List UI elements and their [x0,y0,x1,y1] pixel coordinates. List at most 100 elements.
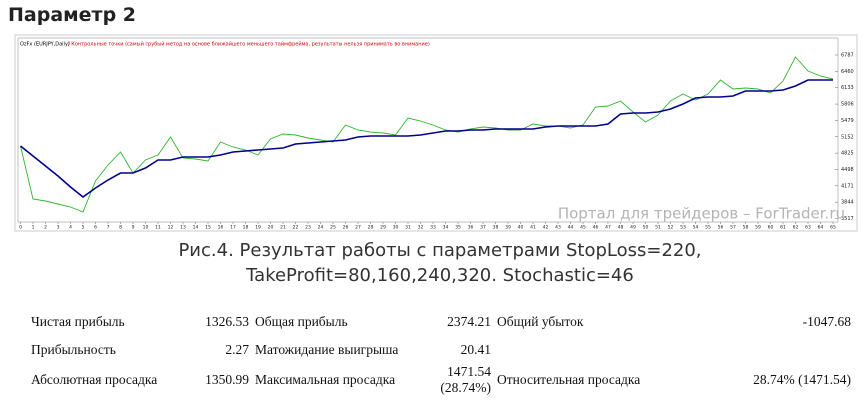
x-tick-label: 56 [718,225,724,231]
x-tick-label: 10 [143,225,149,231]
chart-subtitle: / Контрольные точки (самый грубый метод … [68,41,430,48]
stat-label: Общая прибыль [255,314,348,329]
stat-value: 2374.21 [447,314,491,329]
stat-label: Чистая прибыль [31,314,125,329]
x-tick-label: 5 [82,225,85,231]
x-tick-label: 63 [805,225,811,231]
x-tick-label: 35 [455,225,461,231]
table-row: Прибыльность 2.27 Матожидание выигрыша 20.4… [28,336,854,364]
x-tick-label: 30 [393,225,399,231]
x-tick-label: 43 [555,225,561,231]
x-tick-label: 49 [630,225,636,231]
stat-label: Прибыльность [31,342,116,357]
stat-value: 20.41 [460,342,491,357]
x-tick-label: 48 [618,225,624,231]
y-tick-label: 6460 [841,69,854,75]
x-tick-label: 21 [280,225,286,231]
x-tick-label: 53 [680,225,686,231]
x-tick-label: 15 [205,225,211,231]
x-tick-label: 0 [19,225,22,231]
stat-value: 28.74% (1471.54) [753,372,851,387]
x-tick-label: 24 [318,225,324,231]
stat-label: Относительная просадка [497,372,641,387]
x-tick-label: 1 [32,225,35,231]
x-tick-label: 65 [830,225,836,231]
x-tick-label: 60 [768,225,774,231]
figure-caption: Рис.4. Результат работы с параметрами St… [178,240,702,286]
x-tick-label: 58 [743,225,749,231]
x-tick-label: 12 [168,225,174,231]
x-tick-label: 8 [119,225,122,231]
x-tick-label: 50 [643,225,649,231]
x-tick-label: 9 [132,225,135,231]
series-line [20,79,833,199]
x-tick-label: 33 [430,225,436,231]
x-tick-label: 6 [94,225,97,231]
x-tick-label: 26 [343,225,349,231]
x-tick-label: 51 [655,225,661,231]
series-line [20,56,834,213]
x-tick-label: 7 [107,225,110,231]
x-tick-label: 55 [705,225,711,231]
x-tick-label: 59 [755,225,761,231]
y-tick-label: 4825 [841,151,854,157]
y-tick-label: 4171 [841,183,854,189]
stat-value: 1471.54 (28.74%) [440,364,491,395]
x-tick-label: 61 [780,225,786,231]
page-title: Параметр 2 [8,4,137,26]
x-tick-label: 52 [668,225,674,231]
x-tick-label: 19 [255,225,261,231]
x-tick-label: 29 [380,225,386,231]
x-tick-label: 13 [180,225,186,231]
x-tick-label: 45 [580,225,586,231]
y-tick-label: 3517 [841,216,854,222]
x-tick-label: 14 [193,225,199,231]
x-tick-label: 44 [568,225,574,231]
x-tick-label: 23 [305,225,311,231]
x-tick-label: 64 [818,225,824,231]
stat-label: Максимальная просадка [255,372,396,387]
x-tick-label: 18 [243,225,249,231]
x-tick-label: 47 [605,225,611,231]
x-tick-label: 38 [493,225,499,231]
y-tick-label: 4498 [841,167,854,173]
x-tick-label: 4 [69,225,72,231]
y-tick-label: 5152 [841,134,854,140]
y-tick-label: 6787 [841,53,854,59]
y-tick-label: 5479 [841,118,854,124]
y-tick-label: 3844 [841,200,854,206]
x-tick-label: 11 [155,225,161,231]
watermark: Портал для трейдеров – ForTrader.ru [558,205,845,223]
x-tick-label: 27 [355,225,361,231]
chart: OzFx (EURJPY,Daily) / Контрольные точки … [14,34,858,232]
x-tick-label: 17 [230,225,236,231]
x-tick-label: 62 [793,225,799,231]
x-tick-label: 28 [368,225,374,231]
stats-table: Чистая прибыль 1326.53 Общая прибыль 2374.2… [28,308,854,396]
x-tick-label: 3 [57,225,60,231]
x-tick-label: 57 [730,225,736,231]
x-tick-label: 36 [468,225,474,231]
plot-area [17,37,839,223]
x-tick-label: 54 [693,225,699,231]
x-tick-label: 25 [330,225,336,231]
y-tick-label: 5806 [841,102,854,108]
table-row: Абсолютная просадка 1350.99 Максимальная п… [28,364,854,396]
x-tick-label: 40 [518,225,524,231]
table-row: Чистая прибыль 1326.53 Общая прибыль 2374.2… [28,308,854,336]
stat-label: Матожидание выигрыша [255,342,399,357]
stat-value: 2.27 [225,342,249,357]
stat-value: 1326.53 [205,314,249,329]
x-tick-label: 22 [293,225,299,231]
stat-value: 1350.99 [205,372,249,387]
x-tick-label: 37 [480,225,486,231]
x-tick-label: 31 [405,225,411,231]
x-tick-label: 46 [593,225,599,231]
x-tick-label: 39 [505,225,511,231]
stat-value: -1047.68 [802,314,851,329]
x-tick-label: 42 [543,225,549,231]
x-tick-label: 16 [218,225,224,231]
x-tick-label: 2 [44,225,47,231]
y-tick-label: 6133 [841,85,854,91]
